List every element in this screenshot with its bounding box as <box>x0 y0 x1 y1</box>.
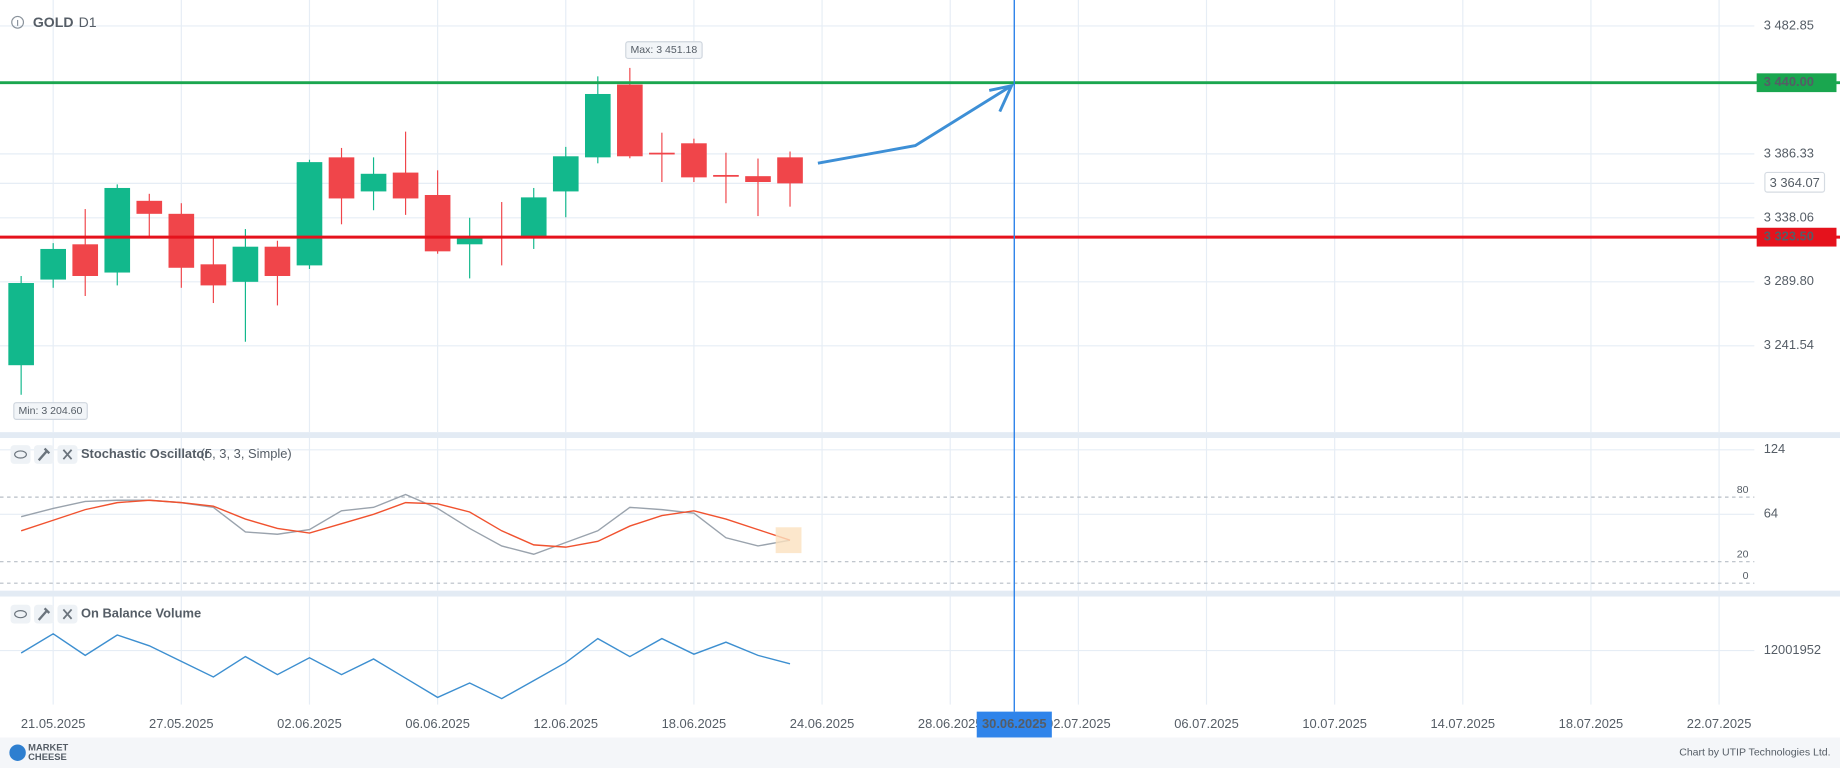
candle-body <box>200 264 227 286</box>
y-tick-label: 3 241.54 <box>1764 337 1814 352</box>
label-box <box>1764 171 1826 193</box>
candle-body <box>617 84 643 157</box>
y-tick-label: 124 <box>1764 441 1786 456</box>
x-tick-label: 24.06.2025 <box>790 716 855 731</box>
arrow-head <box>988 83 1015 113</box>
candle-body <box>136 200 163 214</box>
candle-body <box>424 194 451 252</box>
marks-layer <box>8 67 803 700</box>
eye-icon <box>14 450 27 459</box>
eye-icon <box>14 610 27 619</box>
y-tick-label: 64 <box>1764 506 1778 521</box>
timeframe: D1 <box>79 14 97 30</box>
candle-body <box>552 156 579 192</box>
x-tick-label: 27.05.2025 <box>149 716 214 731</box>
level-label: 80 <box>1737 484 1749 496</box>
x-tick-label: 10.07.2025 <box>1302 716 1367 731</box>
close-icon <box>62 608 73 620</box>
candle-body <box>745 176 771 183</box>
candle-body <box>328 157 355 199</box>
wrench-icon <box>37 447 51 462</box>
pane-separator <box>0 432 1840 439</box>
x-tick-label: 22.07.2025 <box>1687 716 1752 731</box>
eye-button[interactable] <box>10 445 31 464</box>
candle-body <box>40 248 66 280</box>
symbol-name: GOLD <box>33 14 74 30</box>
candle-body <box>8 283 34 366</box>
candle-body <box>392 172 419 199</box>
max-label: Max: 3 451.18 <box>630 44 697 56</box>
highlight-marker <box>775 527 802 554</box>
level-label: 0 <box>1743 570 1749 582</box>
stoch-icons <box>10 445 78 464</box>
candle-body <box>72 244 99 276</box>
vertical-line-label: 30.06.2025 <box>982 716 1047 731</box>
indicator-line <box>20 499 791 548</box>
candle-body <box>713 174 739 177</box>
indicator-line <box>20 632 791 700</box>
candle-body <box>232 246 259 282</box>
x-tick-label: 02.07.2025 <box>1046 716 1111 731</box>
credit: Chart by UTIP Technologies Ltd. <box>1679 747 1830 759</box>
x-tick-label: 18.06.2025 <box>662 716 727 731</box>
x-tick-label: 18.07.2025 <box>1559 716 1624 731</box>
y-tick-label: 3 338.06 <box>1764 209 1814 224</box>
candle-body <box>681 143 707 178</box>
eye-button[interactable] <box>10 604 31 624</box>
indicator-params: (5, 3, 3, Simple) <box>201 446 292 461</box>
candle-body <box>520 197 547 238</box>
level-label: 20 <box>1737 548 1749 560</box>
logo-icon <box>9 744 26 761</box>
candle-body <box>168 213 195 268</box>
candle-body <box>296 162 323 266</box>
obv-icons <box>10 604 78 624</box>
pane-separator <box>0 590 1840 597</box>
info-icon[interactable] <box>11 15 25 29</box>
level-label-box <box>1756 73 1837 93</box>
candle-body <box>649 152 675 155</box>
x-tick-label: 21.05.2025 <box>21 716 86 731</box>
x-tick-label: 06.07.2025 <box>1174 716 1239 731</box>
vertical-line-label-box <box>976 711 1052 738</box>
min-label: Min: 3 204.60 <box>19 405 83 417</box>
x-tick-label: 14.07.2025 <box>1431 716 1496 731</box>
x-tick-label: 12.06.2025 <box>533 716 598 731</box>
x-tick-label: 06.06.2025 <box>405 716 470 731</box>
logo-text: CHEESE <box>28 751 67 762</box>
label-box <box>13 402 88 420</box>
candle-body <box>456 236 483 245</box>
level-label: 3 440.00 <box>1764 74 1814 89</box>
level-label: 3 323.50 <box>1764 229 1814 244</box>
indicator-title: Stochastic Oscillator <box>81 446 209 461</box>
candle-body <box>104 187 131 273</box>
level-label-box <box>1756 227 1837 247</box>
logo-text: MARKET <box>28 742 68 753</box>
x-tick-label: 02.06.2025 <box>277 716 342 731</box>
y-tick-label: 3 482.85 <box>1764 17 1814 32</box>
footer-bar <box>0 737 1840 768</box>
candle-body <box>360 173 387 192</box>
candle-body <box>777 157 803 184</box>
label-box <box>625 41 703 60</box>
indicator-title: On Balance Volume <box>81 606 201 621</box>
close-icon <box>62 449 73 460</box>
y-tick-label: 12001952 <box>1764 642 1821 657</box>
x-tick-label: 28.06.2025 <box>918 716 983 731</box>
y-tick-label: 3 289.80 <box>1764 273 1814 288</box>
last-price-label: 3 364.07 <box>1770 175 1820 190</box>
y-tick-label: 3 386.33 <box>1764 145 1814 160</box>
candle-body <box>584 93 611 158</box>
candle-body <box>264 246 291 276</box>
wrench-icon <box>37 607 51 621</box>
drawn-arrow <box>817 84 1013 165</box>
